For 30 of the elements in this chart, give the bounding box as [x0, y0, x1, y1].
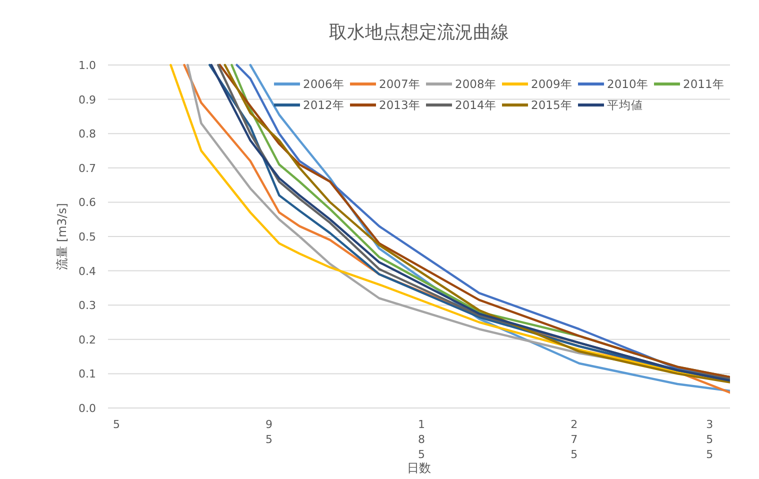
- legend-label: 平均値: [607, 98, 643, 112]
- y-axis-title: 流量 [m3/s]: [55, 203, 69, 270]
- x-tick-label: 2 7 5: [570, 418, 578, 461]
- x-tick-label: 3 5 5: [706, 418, 714, 461]
- legend-label: 2013年: [379, 98, 420, 112]
- chart-title: 取水地点想定流況曲線: [329, 22, 509, 43]
- x-tick-label: 5: [112, 418, 120, 431]
- legend-label: 2009年: [531, 77, 572, 91]
- y-tick-label: 0.1: [78, 368, 96, 381]
- y-tick-label: 0.5: [78, 230, 96, 244]
- legend-label: 2010年: [607, 77, 648, 91]
- y-tick-label: 0.8: [78, 128, 96, 141]
- x-axis-title: 日数: [407, 461, 431, 475]
- x-tick-label: 9 5: [266, 418, 273, 446]
- legend-label: 2014年: [455, 98, 496, 112]
- y-tick-label: 1.0: [78, 59, 96, 72]
- y-tick-label: 0.3: [78, 299, 96, 312]
- legend-label: 2012年: [303, 98, 344, 112]
- y-tick-label: 0.0: [78, 402, 96, 415]
- y-tick-label: 0.9: [78, 93, 96, 106]
- legend-label: 2006年: [303, 77, 344, 91]
- legend-label: 2011年: [683, 77, 724, 91]
- legend-label: 2007年: [379, 77, 420, 91]
- y-tick-label: 0.2: [78, 333, 96, 346]
- y-tick-label: 0.7: [78, 162, 96, 175]
- legend-label: 2015年: [531, 98, 572, 112]
- legend-label: 2008年: [455, 77, 496, 91]
- y-tick-label: 0.4: [78, 264, 96, 278]
- y-tick-label: 0.6: [78, 196, 96, 210]
- x-tick-label: 1 8 5: [418, 418, 426, 461]
